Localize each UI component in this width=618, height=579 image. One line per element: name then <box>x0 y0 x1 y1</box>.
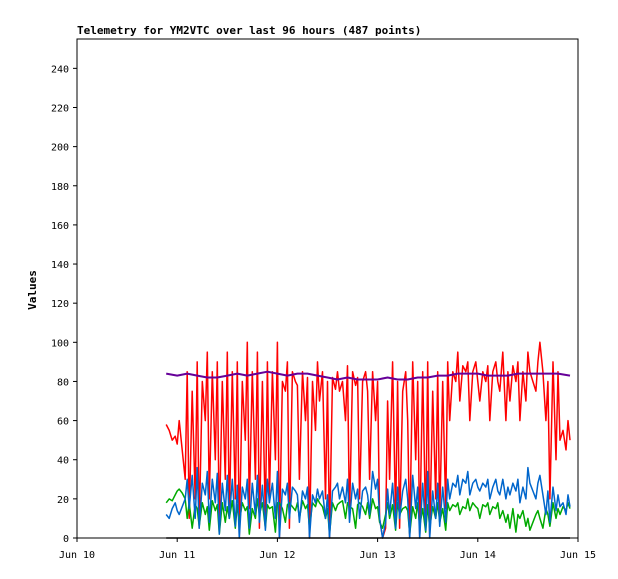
y-tick-label: 100 <box>51 338 69 349</box>
x-tick-label: Jun 13 <box>360 550 396 561</box>
x-tick-label: Jun 10 <box>59 550 95 561</box>
y-tick-label: 200 <box>51 143 69 154</box>
x-axis: Jun 10 Jun 11 Jun 12 Jun 13 Jun 14 Jun 15 <box>59 538 596 561</box>
y-tick-label: 140 <box>51 260 69 271</box>
series-line-0 <box>165 341 571 539</box>
series-group <box>165 341 571 539</box>
series-line-3 <box>166 370 571 381</box>
x-tick-label: Jun 11 <box>159 550 195 561</box>
series-line-2 <box>165 466 571 539</box>
y-tick-label: 180 <box>51 182 69 193</box>
y-tick-label: 120 <box>51 299 69 310</box>
y-tick-label: 40 <box>57 456 69 467</box>
y-tick-label: 80 <box>57 377 69 388</box>
y-tick-label: 220 <box>51 103 69 114</box>
y-tick-label: 20 <box>57 495 69 506</box>
y-tick-label: 60 <box>57 417 69 428</box>
y-tick-label: 0 <box>63 534 69 545</box>
chart-title: Telemetry for YM2VTC over last 96 hours … <box>77 24 421 37</box>
y-axis: 0 20 40 60 80 100 120 140 160 180 200 220 240 <box>51 64 77 545</box>
plot-frame <box>76 38 579 539</box>
y-axis-label: Values <box>26 270 39 310</box>
x-tick-label: Jun 14 <box>460 550 496 561</box>
y-tick-label: 160 <box>51 221 69 232</box>
x-tick-label: Jun 12 <box>259 550 295 561</box>
x-tick-label: Jun 15 <box>560 550 596 561</box>
y-tick-label: 240 <box>51 64 69 75</box>
